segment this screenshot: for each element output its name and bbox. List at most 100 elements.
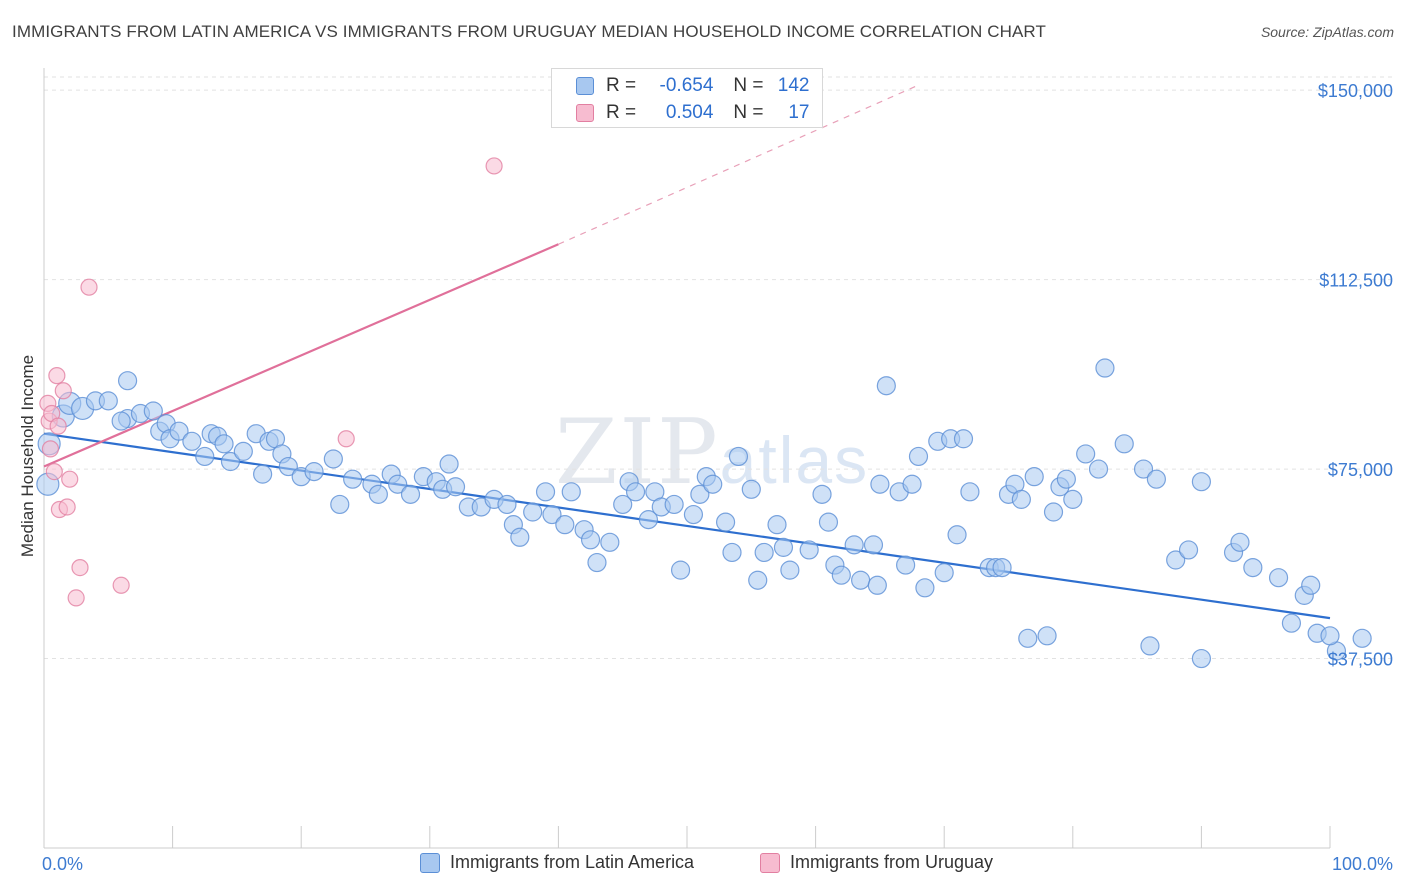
- legend-r-label: R =: [606, 102, 637, 123]
- point-latin-america: [1063, 489, 1083, 509]
- legend-row-latin-america: R = -0.654 N = 142: [576, 73, 810, 99]
- point-latin-america: [233, 441, 253, 461]
- point-latin-america: [1043, 502, 1064, 522]
- correlation-legend: R = -0.654 N = 142 R = 0.504 N = 17: [551, 68, 823, 128]
- point-latin-america: [664, 494, 684, 515]
- legend-row-uruguay: R = 0.504 N = 17: [576, 100, 810, 126]
- point-latin-america: [1018, 628, 1038, 648]
- point-latin-america: [992, 557, 1012, 578]
- point-latin-america: [1301, 575, 1321, 595]
- point-latin-america: [343, 469, 363, 489]
- y-tick-label: $112,500: [1319, 271, 1393, 291]
- legend-swatch-latin-america: [420, 852, 440, 873]
- point-latin-america: [523, 502, 543, 522]
- point-uruguay: [61, 470, 79, 488]
- y-tick-label: $37,500: [1328, 650, 1393, 670]
- legend-n-value: 17: [788, 102, 810, 123]
- point-latin-america: [947, 525, 967, 545]
- point-latin-america: [625, 482, 646, 502]
- point-latin-america: [542, 504, 562, 525]
- point-latin-america: [510, 527, 530, 547]
- point-latin-america: [1166, 550, 1186, 570]
- point-uruguay: [48, 367, 66, 385]
- point-latin-america: [773, 537, 794, 557]
- point-latin-america: [831, 565, 851, 585]
- point-latin-america: [638, 510, 659, 530]
- point-uruguay: [58, 498, 76, 516]
- legend-swatch-latin-america: [576, 77, 594, 95]
- data-points: [36, 157, 1372, 669]
- trend-extension-uruguay: [558, 84, 919, 245]
- point-latin-america: [1191, 648, 1212, 669]
- legend-swatch-uruguay: [576, 104, 594, 122]
- point-latin-america: [1056, 469, 1076, 489]
- series-legend: Immigrants from Latin America Immigrants…: [0, 852, 1406, 878]
- y-tick-label: $150,000: [1318, 81, 1393, 101]
- point-latin-america: [1268, 568, 1289, 588]
- point-latin-america: [741, 479, 761, 499]
- point-latin-america: [330, 494, 350, 515]
- point-latin-america: [715, 512, 736, 532]
- point-uruguay: [485, 157, 503, 175]
- point-latin-america: [748, 570, 768, 590]
- point-latin-america: [143, 401, 163, 421]
- point-latin-america: [117, 371, 138, 391]
- point-uruguay: [80, 278, 98, 296]
- point-latin-america: [870, 474, 890, 494]
- legend-n-value: 142: [777, 75, 810, 96]
- point-latin-america: [1088, 459, 1109, 479]
- legend-item-uruguay[interactable]: Immigrants from Uruguay: [760, 852, 993, 873]
- legend-label: Immigrants from Latin America: [450, 852, 695, 872]
- point-latin-america: [799, 540, 819, 560]
- legend-label: Immigrants from Uruguay: [790, 852, 994, 872]
- y-tick-label: $75,000: [1328, 460, 1393, 480]
- point-latin-america: [1320, 626, 1340, 646]
- point-latin-america: [960, 482, 980, 502]
- point-uruguay: [337, 430, 355, 448]
- point-latin-america: [1133, 459, 1154, 479]
- point-latin-america: [111, 411, 131, 431]
- point-latin-america: [587, 552, 607, 573]
- point-uruguay: [49, 417, 67, 435]
- trend-line-uruguay: [43, 243, 559, 468]
- point-latin-america: [670, 560, 691, 580]
- point-latin-america: [169, 421, 189, 441]
- point-latin-america: [195, 446, 215, 467]
- point-latin-america: [1011, 489, 1031, 509]
- point-latin-america: [876, 376, 896, 396]
- point-latin-america: [304, 462, 324, 482]
- point-latin-america: [780, 560, 800, 580]
- legend-n-label: N =: [733, 75, 764, 96]
- point-uruguay: [41, 440, 60, 458]
- point-latin-america: [323, 449, 343, 469]
- point-latin-america: [368, 484, 388, 504]
- point-latin-america: [934, 563, 954, 583]
- point-latin-america: [902, 474, 922, 494]
- point-latin-america: [1243, 557, 1263, 578]
- point-latin-america: [555, 515, 575, 535]
- point-latin-america: [1178, 540, 1199, 560]
- point-latin-america: [863, 535, 884, 555]
- point-uruguay: [67, 589, 85, 607]
- y-axis-title: Median Household Income: [18, 355, 37, 557]
- point-latin-america: [561, 482, 581, 502]
- tick-labels: $37,500 $75,000 $112,500 $150,000 0.0% 100.0%: [42, 81, 1393, 874]
- point-latin-america: [214, 434, 234, 454]
- point-latin-america: [754, 542, 774, 563]
- point-latin-america: [1281, 613, 1302, 633]
- point-latin-america: [1024, 467, 1044, 487]
- legend-item-latin-america[interactable]: Immigrants from Latin America: [420, 852, 694, 873]
- legend-r-label: R =: [606, 75, 637, 96]
- point-latin-america: [98, 391, 118, 411]
- point-latin-america: [703, 474, 723, 494]
- point-latin-america: [497, 494, 517, 515]
- point-latin-america: [1114, 434, 1134, 454]
- point-latin-america: [908, 446, 929, 467]
- point-latin-america: [400, 484, 421, 504]
- point-latin-america: [851, 570, 871, 590]
- point-latin-america: [220, 451, 241, 472]
- point-latin-america: [613, 494, 633, 515]
- point-latin-america: [728, 446, 749, 467]
- point-latin-america: [812, 484, 832, 504]
